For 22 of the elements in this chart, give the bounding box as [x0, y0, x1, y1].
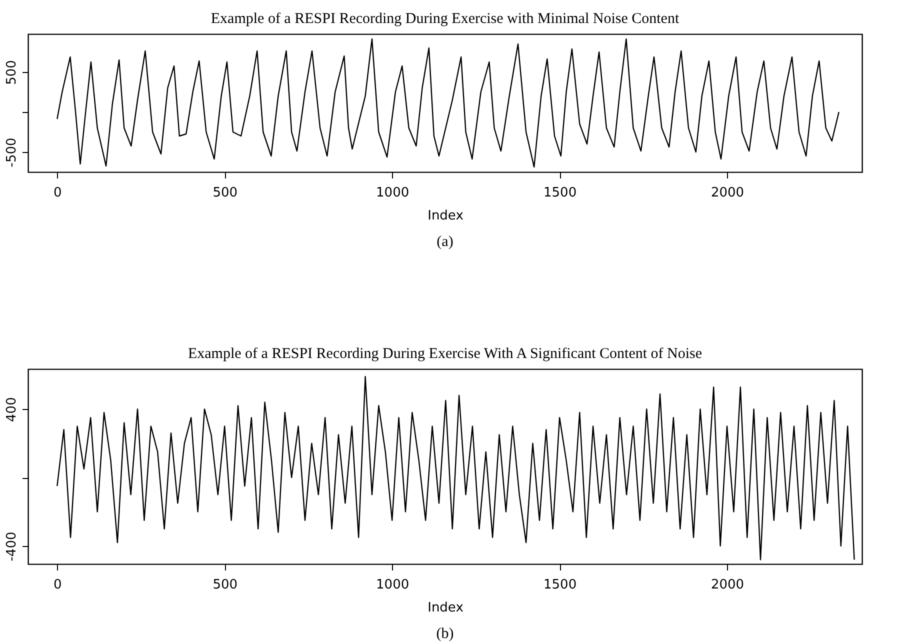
x-tick-label: 0: [54, 578, 62, 592]
x-tick-label: 500: [212, 578, 238, 592]
x-tick-label: 2000: [710, 578, 744, 592]
x-tick-label: 1000: [376, 578, 410, 592]
x-tick-label: 2000: [710, 186, 744, 200]
x-tick-label: 1500: [544, 186, 577, 200]
y-tick-label: 500: [4, 60, 20, 85]
text: (a): [436, 234, 454, 250]
chart-title: Example of a RESPI Recording During Exercise with Minimal Noise Content: [210, 11, 680, 27]
y-tick-label: -500: [4, 138, 20, 168]
x-tick-label: 0: [54, 186, 62, 200]
x-tick-label: 1500: [544, 578, 577, 592]
line-series: [56, 38, 840, 168]
chart-title: Example of a RESPI Recording During Exercise With A Significant Content of Noise: [188, 346, 702, 362]
line-series: [56, 376, 855, 560]
x-axis-title: Index: [428, 600, 464, 616]
text: (b): [436, 626, 454, 642]
y-tick-label: -400: [4, 532, 20, 562]
x-tick-label: 1000: [376, 186, 410, 200]
y-tick-label: 400: [4, 397, 20, 422]
x-axis-title: Index: [428, 208, 464, 224]
x-tick-label: 500: [212, 186, 238, 200]
